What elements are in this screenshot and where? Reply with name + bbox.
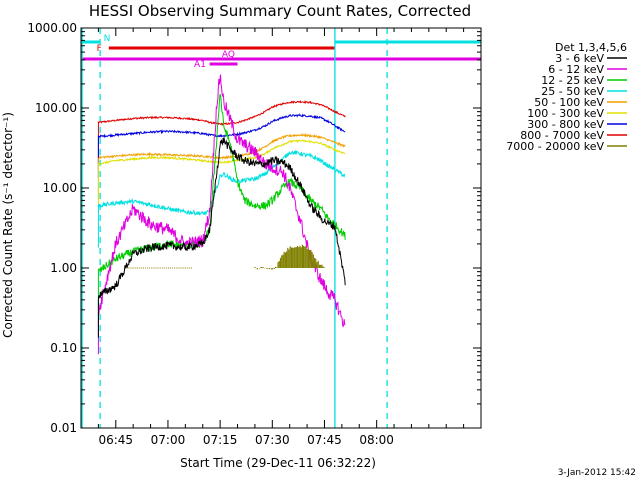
x-tick-label: 07:30 <box>255 433 290 447</box>
legend-label: 6 - 12 keV <box>548 63 604 76</box>
chart-title: HESSI Observing Summary Count Rates, Cor… <box>89 2 471 20</box>
series-7000-20000-kev <box>126 244 325 270</box>
series-line-25-50-kev <box>97 149 346 248</box>
attenuator-label-aq: AQ <box>222 50 235 60</box>
y-tick-label: 1.00 <box>50 261 77 275</box>
legend-label: 3 - 6 keV <box>555 52 604 65</box>
y-tick-label: 100.00 <box>35 101 77 115</box>
attenuator-label-f: F <box>97 44 102 54</box>
legend-label: 7000 - 20000 keV <box>506 140 604 153</box>
x-axis-label: Start Time (29-Dec-11 06:32:22) <box>180 456 376 470</box>
legend-title: Det 1,3,4,5,6 <box>555 41 627 54</box>
legend-label: 800 - 7000 keV <box>520 129 604 142</box>
attenuator-bars: NF AQ A1 <box>81 34 481 70</box>
legend-label: 100 - 300 keV <box>527 107 604 120</box>
legend-label: 300 - 800 keV <box>527 118 604 131</box>
x-tick-label: 08:00 <box>359 433 394 447</box>
series-line-800-7000-kev <box>97 99 346 165</box>
y-tick-label: 10.00 <box>43 181 77 195</box>
axes: 1000.00 100.00 10.00 1.00 0.10 0.01 06:45 07:00… <box>27 21 482 447</box>
series-line-6-12-kev <box>97 74 346 355</box>
y-tick-label: 0.01 <box>50 421 77 435</box>
x-tick-label: 07:15 <box>203 433 238 447</box>
x-tick-label: 07:00 <box>151 433 186 447</box>
series-line-100-300-kev <box>97 139 346 206</box>
footer-date: 3-Jan-2012 15:42 <box>558 468 636 478</box>
series-line-3-6-kev <box>97 137 346 338</box>
series-line-12-25-kev <box>97 93 346 314</box>
legend-label: 25 - 50 keV <box>541 85 604 98</box>
attenuator-label-a1: A1 <box>194 60 206 70</box>
legend-label: 12 - 25 keV <box>541 74 604 87</box>
series-line-300-800-kev <box>97 113 346 179</box>
y-tick-label: 0.10 <box>50 341 77 355</box>
y-tick-label: 1000.00 <box>27 21 77 35</box>
x-tick-label: 07:45 <box>307 433 342 447</box>
plot-area <box>81 28 388 428</box>
attenuator-label-n: N <box>104 34 111 44</box>
y-axis-label: Corrected Count Rate (s⁻¹ detector⁻¹) <box>1 112 15 338</box>
plot-frame <box>80 27 482 429</box>
legend-label: 50 - 100 keV <box>534 96 604 109</box>
x-tick-label: 06:45 <box>98 433 133 447</box>
series-line-50-100-kev <box>97 133 346 200</box>
